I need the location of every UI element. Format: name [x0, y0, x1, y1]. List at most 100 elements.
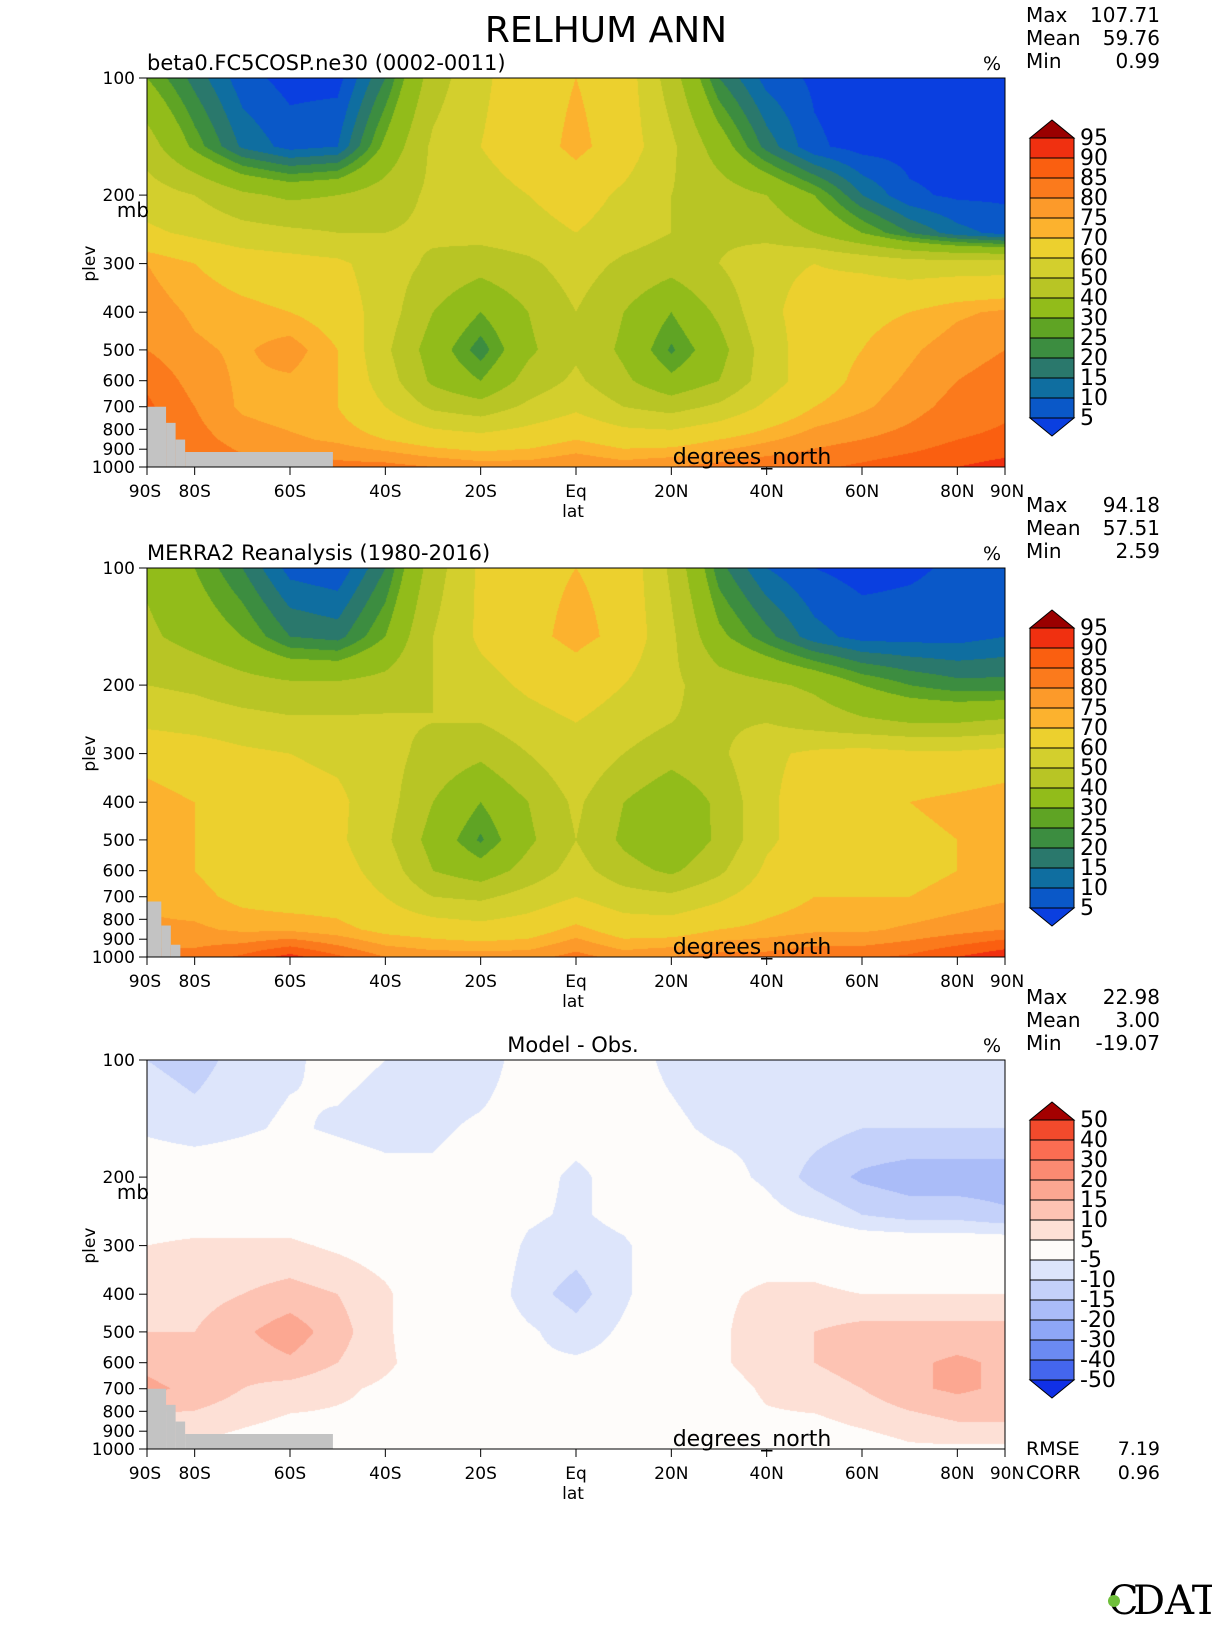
colorbar-box	[1029, 887, 1075, 909]
y-tick-label: 300	[103, 255, 135, 275]
metric-label: CORR	[1026, 1462, 1081, 1484]
colorbar-level-label: 10	[1080, 1208, 1108, 1233]
stat-value: 3.00	[1115, 1008, 1160, 1032]
y-axis-label: plev	[80, 1228, 100, 1264]
x-tick-label: 40N	[749, 482, 783, 502]
x-tick-label: 40S	[369, 482, 401, 502]
colorbar-box	[1029, 157, 1075, 179]
colorbar-level-label: 40	[1080, 776, 1108, 801]
colorbar-level-label: 50	[1080, 1108, 1108, 1133]
y-tick-label: 500	[103, 1323, 135, 1343]
y-tick-label: 1000	[92, 948, 135, 968]
x-axis-label: lat	[562, 1484, 584, 1504]
y-tick-label: 500	[103, 341, 135, 361]
x-tick-label: 20N	[654, 482, 688, 502]
colorbar-box	[1029, 257, 1075, 279]
colorbar-level-label: 5	[1080, 1228, 1094, 1253]
stat-label: Min	[1026, 49, 1062, 73]
colorbar-level-label: 40	[1080, 1128, 1108, 1153]
units-label: %	[983, 1035, 1001, 1057]
y-axis-label: plev	[80, 246, 100, 282]
x-tick-label: 60N	[845, 1464, 879, 1484]
colorbar-box	[1029, 1179, 1075, 1201]
colorbar-box	[1029, 1239, 1075, 1261]
stat-value: -19.07	[1096, 1031, 1160, 1055]
y-tick-label: 800	[103, 420, 135, 440]
stat-value: 94.18	[1103, 493, 1160, 517]
missing-region	[161, 925, 171, 957]
x-tick-label: 20N	[654, 1464, 688, 1484]
x-tick-label: 60S	[274, 972, 306, 992]
colorbar-box	[1029, 1279, 1075, 1301]
colorbar-box	[1029, 747, 1075, 769]
units-label: %	[983, 543, 1001, 565]
y-tick-label: 400	[103, 793, 135, 813]
stat-label: Mean	[1026, 26, 1081, 50]
cdat-logo: C DAT	[1108, 1578, 1212, 1624]
units-label: %	[983, 53, 1001, 75]
x-tick-label: 60N	[845, 482, 879, 502]
y-tick-label: 800	[103, 1402, 135, 1422]
colorbar-box	[1029, 197, 1075, 219]
y-tick-label: 600	[103, 372, 135, 392]
colorbar-box	[1029, 337, 1075, 359]
colorbar-level-label: 90	[1080, 636, 1108, 661]
stat-value: 57.51	[1103, 516, 1160, 540]
x-tick-label: 80N	[940, 1464, 974, 1484]
colorbar-box	[1029, 297, 1075, 319]
contour-field-1	[147, 78, 1005, 467]
y-tick-label: 1000	[92, 1440, 135, 1460]
colorbar-box	[1029, 217, 1075, 239]
colorbar-level-label: 25	[1080, 326, 1108, 351]
y-tick-label: 200	[103, 1168, 135, 1188]
x-tick-label: 90S	[129, 1464, 161, 1484]
missing-region	[147, 406, 167, 467]
colorbar-box	[1029, 667, 1075, 689]
colorbar-level-label: 15	[1080, 366, 1108, 391]
colorbar-box	[1029, 1299, 1075, 1321]
colorbar-box	[1029, 727, 1075, 749]
y-tick-label: 700	[103, 398, 135, 418]
y-tick-label: 200	[103, 186, 135, 206]
x-tick-label: 80N	[940, 972, 974, 992]
stat-label: Max	[1026, 985, 1068, 1009]
colorbar-level-label: 25	[1080, 816, 1108, 841]
y-tick-label: 1000	[92, 458, 135, 478]
colorbar-box	[1029, 1159, 1075, 1181]
panel-subtitle: beta0.FC5COSP.ne30 (0002-0011)	[147, 51, 506, 75]
x-tick-label: 20N	[654, 972, 688, 992]
colorbar-box	[1029, 137, 1075, 159]
colorbar-box	[1029, 847, 1075, 869]
colorbar-level-label: 70	[1080, 716, 1108, 741]
panel-3: Model - Obs. % Max 22.98 Mean 3.00 Min -19.07 10…	[80, 985, 1160, 1504]
colorbar-box	[1029, 1119, 1075, 1141]
y-tick-label: 200	[103, 676, 135, 696]
colorbar-box	[1029, 687, 1075, 709]
x-tick-label: 90N	[990, 972, 1024, 992]
colorbar-level-label: 75	[1080, 696, 1108, 721]
stat-label: Min	[1026, 1031, 1062, 1055]
stat-value: 107.71	[1090, 3, 1160, 27]
cdat-logo-text: DAT	[1133, 1578, 1212, 1624]
colorbar-level-label: 20	[1080, 346, 1108, 371]
y-tick-label: 100	[103, 559, 135, 579]
figure-title: RELHUM ANN	[485, 10, 727, 51]
colorbar-bottom-triangle	[1028, 907, 1076, 927]
stat-label: Min	[1026, 539, 1062, 563]
colorbar-level-label: 85	[1080, 656, 1108, 681]
colorbar-box	[1029, 627, 1075, 649]
y-units-label: mb	[117, 1180, 149, 1204]
colorbar-box	[1029, 1319, 1075, 1341]
colorbar-box	[1029, 827, 1075, 849]
x-tick-label: 20S	[464, 482, 496, 502]
y-tick-label: 500	[103, 831, 135, 851]
y-tick-label: 900	[103, 930, 135, 950]
colorbar-box	[1029, 807, 1075, 829]
x-tick-label: Eq	[565, 1464, 587, 1484]
x-tick-label: 90S	[129, 482, 161, 502]
y-tick-label: 900	[103, 440, 135, 460]
colorbar-box	[1029, 357, 1075, 379]
colorbar-level-label: 95	[1080, 616, 1108, 641]
